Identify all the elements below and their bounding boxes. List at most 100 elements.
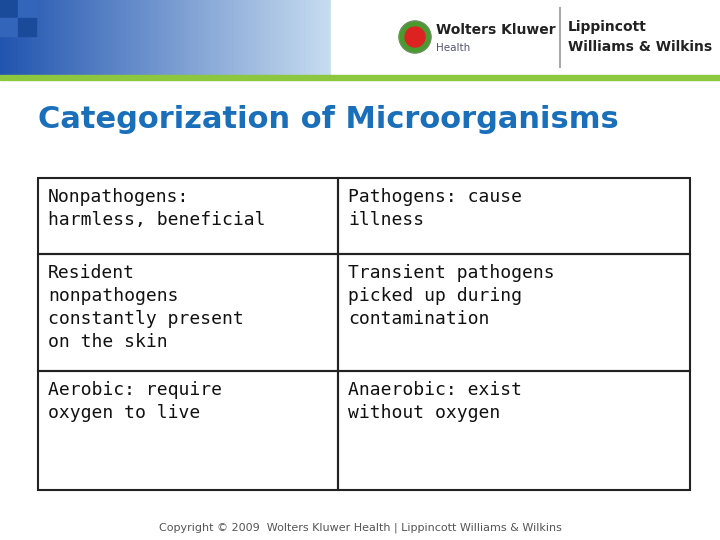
Bar: [497, 0, 500, 75]
Bar: [641, 0, 644, 75]
Bar: [450, 0, 454, 75]
Bar: [137, 0, 140, 75]
Bar: [277, 0, 281, 75]
Bar: [637, 0, 641, 75]
Bar: [68, 0, 72, 75]
Bar: [616, 0, 619, 75]
Bar: [112, 0, 115, 75]
Bar: [32, 0, 36, 75]
Bar: [468, 0, 472, 75]
Bar: [238, 0, 241, 75]
Text: Transient pathogens
picked up during
contamination: Transient pathogens picked up during con…: [348, 265, 554, 328]
Bar: [623, 0, 626, 75]
Bar: [158, 0, 162, 75]
Bar: [461, 0, 464, 75]
Bar: [72, 0, 76, 75]
Bar: [346, 0, 349, 75]
Bar: [180, 0, 184, 75]
Text: Williams & Wilkins: Williams & Wilkins: [568, 40, 712, 54]
Bar: [302, 0, 306, 75]
Bar: [407, 0, 410, 75]
Bar: [677, 0, 680, 75]
Bar: [86, 0, 90, 75]
Bar: [684, 0, 688, 75]
Bar: [349, 0, 353, 75]
Bar: [187, 0, 191, 75]
Bar: [101, 0, 104, 75]
Bar: [518, 0, 522, 75]
Bar: [18, 0, 36, 18]
Bar: [572, 0, 576, 75]
Bar: [40, 0, 43, 75]
Bar: [0, 80, 720, 540]
Bar: [281, 0, 284, 75]
Bar: [630, 0, 634, 75]
Bar: [403, 0, 407, 75]
Bar: [666, 0, 670, 75]
Bar: [162, 0, 166, 75]
Bar: [356, 0, 360, 75]
Bar: [392, 0, 396, 75]
Bar: [328, 0, 331, 75]
Bar: [130, 0, 133, 75]
Bar: [338, 0, 342, 75]
Bar: [7, 0, 11, 75]
Bar: [0, 80, 720, 540]
Bar: [529, 0, 533, 75]
Bar: [230, 0, 234, 75]
Bar: [0, 75, 720, 80]
Bar: [594, 0, 598, 75]
Bar: [364, 0, 367, 75]
Text: Wolters Kluwer: Wolters Kluwer: [436, 23, 556, 37]
Bar: [38, 372, 338, 490]
Bar: [227, 0, 230, 75]
Text: Lippincott: Lippincott: [568, 20, 647, 34]
Bar: [313, 0, 317, 75]
Text: Anaerobic: exist
without oxygen: Anaerobic: exist without oxygen: [348, 381, 522, 422]
Bar: [43, 0, 47, 75]
Text: Copyright © 2009  Wolters Kluwer Health | Lippincott Williams & Wilkins: Copyright © 2009 Wolters Kluwer Health |…: [158, 523, 562, 534]
Bar: [50, 0, 54, 75]
Bar: [583, 0, 587, 75]
Bar: [266, 0, 270, 75]
Bar: [184, 0, 187, 75]
Bar: [360, 0, 364, 75]
Bar: [540, 0, 544, 75]
Bar: [169, 0, 173, 75]
Bar: [536, 0, 540, 75]
Bar: [58, 0, 61, 75]
Bar: [644, 0, 648, 75]
Bar: [155, 0, 158, 75]
Bar: [493, 0, 497, 75]
Bar: [562, 0, 565, 75]
Bar: [47, 0, 50, 75]
Bar: [234, 0, 238, 75]
Bar: [695, 0, 698, 75]
Bar: [709, 0, 713, 75]
Bar: [367, 0, 371, 75]
Bar: [76, 0, 79, 75]
Bar: [292, 0, 295, 75]
Bar: [342, 0, 346, 75]
Bar: [335, 0, 338, 75]
Bar: [385, 0, 389, 75]
Bar: [216, 0, 220, 75]
Bar: [259, 0, 263, 75]
Bar: [191, 0, 194, 75]
Circle shape: [405, 27, 425, 47]
Bar: [299, 0, 302, 75]
Bar: [634, 0, 637, 75]
Bar: [148, 0, 151, 75]
Bar: [454, 0, 457, 75]
Bar: [83, 0, 86, 75]
Bar: [65, 0, 68, 75]
Bar: [0, 0, 18, 18]
Bar: [223, 0, 227, 75]
Bar: [18, 18, 36, 36]
Bar: [331, 0, 335, 75]
Bar: [673, 0, 677, 75]
Bar: [338, 178, 690, 254]
Bar: [317, 0, 320, 75]
Bar: [472, 0, 475, 75]
Bar: [353, 0, 356, 75]
